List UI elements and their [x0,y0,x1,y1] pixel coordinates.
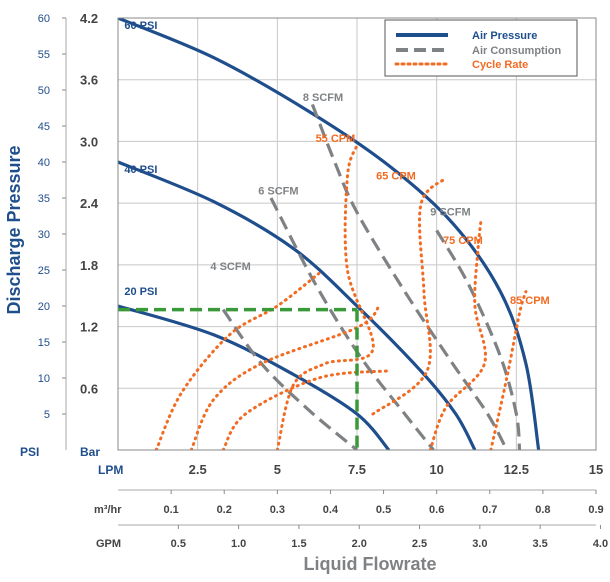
series-line [118,18,541,450]
m3hr-tick-label: 0.4 [323,504,339,516]
bar-tick-label: 2.4 [80,196,99,211]
series-labels: 60 PSI 40 PSI 20 PSI 8 SCFM 6 SCFM 4 SCFM 9 SC… [124,20,549,307]
m3hr-tick-label: 0.5 [376,504,391,516]
psi-tick-label: 60 [38,13,50,25]
series-line [428,216,487,450]
series-line [489,290,528,450]
legend-label-air-pressure: Air Pressure [472,30,537,42]
lpm-tick-label: 5 [274,462,281,477]
series-label: 65 CPM [376,170,416,182]
series-label: 6 SCFM [258,185,298,197]
bar-tick-label: 1.8 [80,258,98,273]
m3hr-tick-label: 0.2 [217,504,232,516]
gpm-tick-label: 3.0 [472,538,487,550]
m3hr-tick-label: 0.1 [163,504,178,516]
bar-tick-label: 3.6 [80,73,98,88]
gpm-tick-label: 1.5 [291,538,306,550]
series-line [221,308,359,450]
operating-point [118,307,359,450]
gpm-tick-label: 0.5 [171,538,186,550]
psi-tick-label: 25 [38,265,50,277]
bar-tick-label: 4.2 [80,11,98,26]
psi-tick-label: 5 [44,409,50,421]
m3hr-tick-label: 0.8 [535,504,550,516]
series-line [189,304,381,450]
series-label: 85 CPM [510,295,550,307]
psi-tick-label: 30 [38,229,50,241]
series-label: 55 CPM [316,133,356,145]
bar-tick-label: 1.2 [80,320,98,335]
series-line [118,304,391,450]
bar-tick-label: 3.0 [80,134,98,149]
lpm-tick-label: 12.5 [504,462,529,477]
series-line [275,143,375,450]
gpm-tick-label: 4.0 [593,538,608,550]
x-axis-title: Liquid Flowrate [304,554,437,574]
series-label: 40 PSI [124,164,157,176]
plot-frame [117,17,597,451]
psi-tick-label: 35 [38,193,50,205]
m3hr-unit-label: m³/hr [94,504,122,516]
series-label: 4 SCFM [210,261,250,273]
m3hr-tick-label: 0.7 [482,504,497,516]
lpm-tick-label: 7.5 [348,462,366,477]
gpm-tick-label: 1.0 [231,538,246,550]
tick-labels: 2.5 5 7.5 10 12.5 15 0.6 1.2 1.8 2.4 3.0 3.6 4.2 5 10 1… [38,11,608,550]
m3hr-tick-label: 0.3 [270,504,285,516]
series-line [371,176,448,416]
m3hr-tick-label: 0.6 [429,504,444,516]
gpm-tick-label: 2.0 [352,538,367,550]
lpm-tick-label: 2.5 [189,462,207,477]
series-line [221,369,391,450]
m3hr-tick-label: 0.9 [588,504,603,516]
series-label: 60 PSI [124,20,157,32]
series-label: 9 SCFM [430,206,470,218]
lpm-tick-label: 15 [589,462,603,477]
gpm-tick-label: 2.5 [412,538,427,550]
psi-tick-label: 20 [38,301,50,313]
psi-tick-label: 55 [38,49,50,61]
legend: Air Pressure Air Consumption Cycle Rate [384,19,578,77]
y-axis-title: Discharge Pressure [4,145,24,314]
bar-tick-label: 0.6 [80,381,98,396]
series-line [118,160,477,450]
series-label: 75 CPM [443,235,483,247]
legend-label-cycle-rate: Cycle Rate [472,59,528,71]
series-label: 20 PSI [124,286,157,298]
legend-label-air-consumption: Air Consumption [472,45,561,57]
gpm-tick-label: 3.5 [533,538,548,550]
psi-tick-label: 50 [38,85,50,97]
series-label: 8 SCFM [303,92,343,104]
psi-tick-label: 45 [38,121,50,133]
bar-unit-label: Bar [80,445,100,459]
series-line [435,229,522,450]
lpm-unit-label: LPM [98,463,123,477]
psi-unit-label: PSI [20,445,39,459]
series-line [154,272,321,450]
psi-tick-label: 15 [38,337,50,349]
gpm-unit-label: GPM [96,538,121,550]
series-line [310,103,509,450]
psi-tick-label: 10 [38,373,50,385]
series-lines [118,18,541,450]
psi-tick-label: 40 [38,157,50,169]
lpm-tick-label: 10 [429,462,443,477]
